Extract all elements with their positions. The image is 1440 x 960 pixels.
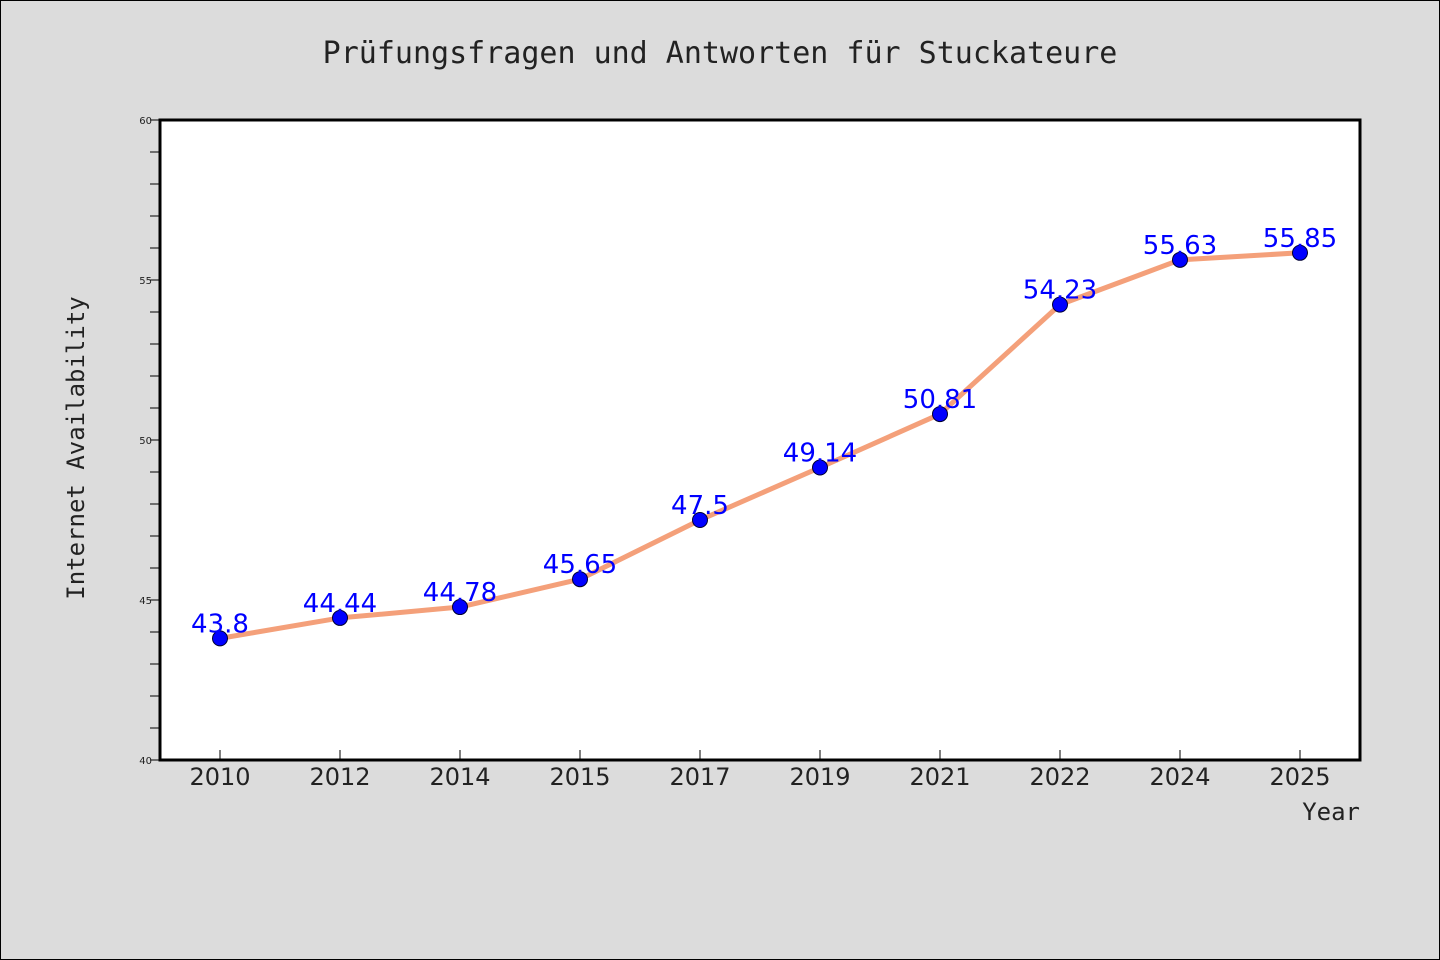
data-point (1052, 296, 1068, 313)
y-tick-label: 50 (139, 436, 152, 447)
data-point (452, 599, 468, 616)
data-labels: 43.8 44.44 44.78 45.65 47.5 49.14 50.81 54.23 55… (191, 224, 1337, 640)
data-label: 47.5 (671, 491, 729, 521)
y-tick-label: 40 (139, 756, 152, 767)
data-label: 45.65 (543, 550, 617, 580)
data-label: 55.63 (1143, 231, 1217, 261)
data-label: 44.44 (303, 589, 377, 619)
x-tick-label: 2010 (189, 763, 250, 791)
data-point (572, 571, 588, 588)
x-tick-label: 2025 (1269, 763, 1330, 791)
y-tick-label: 60 (139, 116, 152, 127)
data-label: 54.23 (1023, 276, 1097, 306)
plot-area (158, 118, 1362, 762)
data-point (212, 630, 228, 647)
data-label: 55.85 (1263, 224, 1337, 254)
data-markers (212, 244, 1308, 647)
data-point (1292, 244, 1308, 261)
data-point (812, 459, 828, 476)
data-label: 49.14 (783, 439, 857, 469)
y-axis-label: Internet Availability (62, 296, 90, 599)
series-line (217, 250, 1303, 641)
x-tick-label: 2014 (429, 763, 490, 791)
data-point (692, 512, 708, 528)
data-label: 43.8 (191, 609, 249, 639)
x-tick-label: 2012 (309, 763, 370, 791)
data-point (932, 406, 948, 423)
x-axis-label: Year (1302, 798, 1360, 826)
x-tick-label: 2015 (549, 763, 610, 791)
data-label: 50.81 (903, 385, 977, 415)
x-tick-label: 2024 (1149, 763, 1210, 791)
x-tick-label: 2019 (789, 763, 850, 791)
y-tick-label: 55 (139, 276, 152, 287)
y-tick-label: 45 (139, 596, 152, 607)
data-point (1172, 251, 1188, 268)
data-point (332, 609, 348, 626)
x-axis: 2010 2012 2014 2015 2017 2019 2021 2022 2024 2025 (189, 750, 1331, 791)
x-tick-label: 2022 (1029, 763, 1090, 791)
data-label: 44.78 (423, 578, 497, 608)
y-axis: 40 45 50 55 60 (139, 116, 160, 767)
x-tick-label: 2017 (669, 763, 730, 791)
chart-title: Prüfungsfragen und Antworten für Stuckat… (323, 36, 1118, 71)
x-tick-label: 2021 (909, 763, 970, 791)
